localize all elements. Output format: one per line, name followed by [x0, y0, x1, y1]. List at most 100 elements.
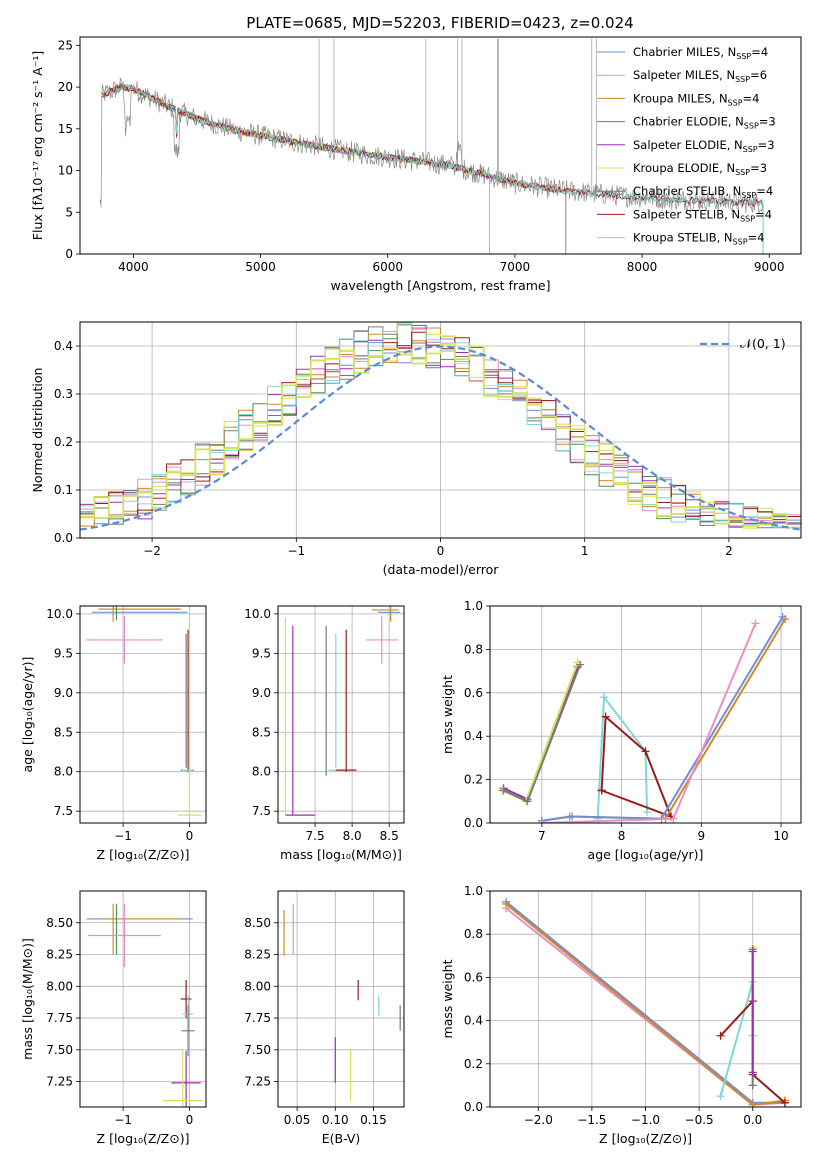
legend-label: Chabrier STELIB, NSSP=4 [633, 184, 773, 200]
series-marker [716, 1031, 725, 1040]
x-tick-label: 9 [698, 829, 706, 843]
series-line [719, 981, 754, 1097]
x-tick-label: 0.0 [743, 1113, 762, 1127]
x-tick-label: 8.0 [343, 829, 362, 843]
y-tick-label: 7.75 [46, 1011, 73, 1025]
series-marker [748, 1081, 757, 1090]
y-tick-label: 10.0 [244, 607, 271, 621]
y-tick-label: 25 [58, 38, 73, 52]
chart-age_vs_Z: −1 0 7.5 8.0 8.5 9.0 9.5 10.0 Z [log₁₀(Z/Z⊙)] age… [20, 605, 207, 862]
x-tick-label: −1 [114, 829, 132, 843]
x-tick-label: 0 [186, 1113, 194, 1127]
x-axis-label: Z [log₁₀(Z/Z⊙)] [97, 847, 190, 862]
axes-frame [79, 36, 802, 255]
model-spectrum [101, 83, 490, 254]
x-tick-label: 0.15 [360, 1113, 387, 1127]
model-spectrum [101, 84, 764, 254]
y-tick-label: 8.5 [54, 725, 73, 739]
y-tick-label: 0.4 [464, 1014, 483, 1028]
data-spectrum [99, 77, 763, 214]
series-line [596, 694, 649, 819]
y-axis-label: mass [log₁₀(M/M⊙)] [20, 938, 35, 1060]
series-line [600, 714, 673, 819]
y-axis-label: mass weight [440, 959, 455, 1038]
legend-label: Salpeter MILES, NSSP=6 [633, 68, 767, 84]
y-tick-label: 10 [58, 164, 73, 178]
x-axis-label: (data-model)/error [383, 562, 500, 577]
x-tick-label: 7.5 [306, 829, 325, 843]
x-tick-label: −1.0 [631, 1113, 660, 1127]
series-marker [669, 814, 678, 823]
chart-spectrum: 4000 5000 6000 7000 8000 9000 0 5 10 15 20 25 wavele… [30, 36, 802, 293]
axes-frame [277, 890, 405, 1108]
y-tick-label: 0.3 [54, 387, 73, 401]
residual-histogram [80, 324, 801, 527]
x-tick-label: −1.5 [577, 1113, 606, 1127]
axes-frame [277, 605, 405, 824]
y-axis-label: mass weight [440, 675, 455, 754]
x-axis-label: E(B-V) [322, 1131, 361, 1146]
figure-title: PLATE=0685, MJD=52203, FIBERID=0423, z=0… [246, 14, 633, 32]
series-marker [601, 712, 610, 721]
axes-frame [489, 890, 802, 1108]
plot-area [99, 38, 764, 254]
y-tick-label: 8.5 [252, 725, 271, 739]
series-marker [600, 693, 609, 702]
y-tick-label: 0.2 [464, 773, 483, 787]
x-tick-label: 8000 [627, 260, 658, 274]
y-tick-label: 8.50 [244, 916, 271, 930]
plot-area [85, 606, 202, 816]
x-tick-label: 0.10 [322, 1113, 349, 1127]
axes-frame [489, 605, 802, 824]
model-spectrum [101, 84, 490, 254]
x-tick-label: −2.0 [524, 1113, 553, 1127]
x-tick-label: 0 [186, 829, 194, 843]
y-tick-label: 8.25 [244, 948, 271, 962]
series-line [541, 616, 784, 822]
legend-label: Kroupa MILES, NSSP=4 [633, 91, 759, 107]
x-tick-label: 7000 [500, 260, 531, 274]
series-marker [780, 1098, 789, 1107]
legend: 𝒩(0, 1) [700, 336, 786, 351]
x-tick-label: 6000 [372, 260, 403, 274]
series-marker [597, 786, 606, 795]
plot-area [502, 897, 789, 1107]
y-tick-label: 9.0 [252, 686, 271, 700]
legend-label: Salpeter STELIB, NSSP=4 [633, 207, 772, 223]
series-marker [716, 1092, 725, 1101]
y-tick-label: 10.0 [46, 607, 73, 621]
chart-massweight_vs_age: 7 8 9 10 0.0 0.2 0.4 0.6 0.8 1.0 age [log₁₀(age/yr… [440, 599, 802, 862]
y-tick-label: 0.8 [464, 927, 483, 941]
y-tick-label: 1.0 [464, 884, 483, 898]
y-tick-label: 9.5 [54, 646, 73, 660]
y-tick-label: 1.0 [464, 599, 483, 613]
y-tick-label: 20 [58, 80, 73, 94]
series-marker [537, 819, 546, 823]
x-tick-label: 0.05 [284, 1113, 311, 1127]
x-tick-label: −1 [114, 1113, 132, 1127]
plot-area [80, 322, 801, 531]
axes-frame [79, 321, 802, 539]
y-tick-label: 7.25 [244, 1075, 271, 1089]
plot-area [284, 606, 401, 816]
model-spectrum [101, 84, 490, 254]
y-tick-label: 8.00 [46, 979, 73, 993]
y-tick-label: 8.00 [244, 979, 271, 993]
legend-label: 𝒩(0, 1) [740, 336, 786, 351]
y-tick-label: 8.50 [46, 916, 73, 930]
axes-frame [79, 890, 207, 1108]
chart-massweight_vs_Z: −2.0 −1.5 −1.0 −0.5 0.0 0.0 0.2 0.4 0.6 0.8 1.0 Z [… [440, 884, 802, 1146]
x-tick-label: 7 [538, 829, 546, 843]
y-tick-label: 15 [58, 122, 73, 136]
normal-curve [80, 345, 801, 531]
y-axis-label: age [log₁₀(age/yr)] [20, 657, 35, 773]
plot-area [86, 903, 203, 1107]
y-axis-label: Normed distribution [30, 368, 45, 493]
y-tick-label: 0.2 [464, 1057, 483, 1071]
y-tick-label: 7.50 [244, 1043, 271, 1057]
series-marker [568, 812, 577, 821]
x-axis-label: mass [log₁₀(M/M⊙)] [280, 847, 402, 862]
series-marker [499, 786, 508, 795]
series-marker [748, 1100, 757, 1107]
